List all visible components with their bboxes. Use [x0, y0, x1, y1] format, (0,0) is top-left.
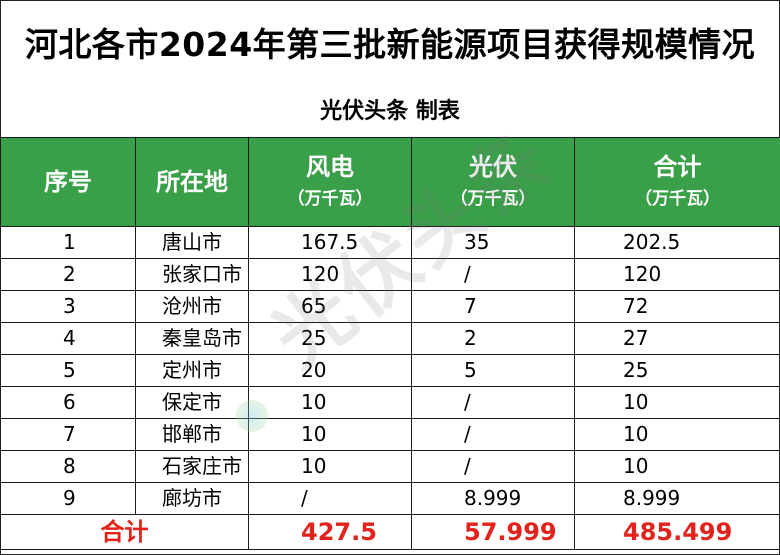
cell-total: 202.5: [574, 226, 780, 259]
cell-city: 定州市: [135, 354, 249, 387]
cell-city: 邯郸市: [135, 418, 249, 451]
cell-city: 保定市: [135, 386, 249, 419]
header-wind-label: 风电: [306, 153, 354, 181]
table-header-row: 序号 所在地 风电 （万千瓦） 光伏 （万千瓦） 合计 （万千瓦）: [0, 137, 780, 227]
cell-wind: 10: [248, 450, 412, 483]
cell-city: 张家口市: [135, 258, 249, 291]
cell-solar: 35: [411, 226, 575, 259]
cell-wind: 120: [248, 258, 412, 291]
header-total-label: 合计: [653, 153, 702, 181]
cell-index: 4: [0, 322, 136, 355]
cell-wind: 20: [248, 354, 412, 387]
cell-wind: /: [248, 482, 412, 515]
cell-city: 唐山市: [135, 226, 249, 259]
table-row: 6 保定市 10 / 10: [0, 386, 780, 419]
table-row: 2 张家口市 120 / 120: [0, 258, 780, 291]
header-location: 所在地: [135, 137, 249, 227]
header-index: 序号: [0, 137, 136, 227]
totals-row: 合计 427.5 57.999 485.499: [0, 514, 780, 550]
cell-wind: 65: [248, 290, 412, 323]
cell-solar: 5: [411, 354, 575, 387]
cell-index: 1: [0, 226, 136, 259]
table-row: 1 唐山市 167.5 35 202.5: [0, 226, 780, 259]
header-index-label: 序号: [44, 168, 92, 196]
header-wind-unit: （万千瓦）: [287, 189, 373, 209]
header-total: 合计 （万千瓦）: [574, 137, 780, 227]
cell-wind: 25: [248, 322, 412, 355]
cell-city: 廊坊市: [135, 482, 249, 515]
cell-index: 9: [0, 482, 136, 515]
cell-city: 沧州市: [135, 290, 249, 323]
cell-wind: 10: [248, 418, 412, 451]
cell-index: 7: [0, 418, 136, 451]
cell-solar: /: [411, 386, 575, 419]
cell-city: 秦皇岛市: [135, 322, 249, 355]
data-table: 序号 所在地 风电 （万千瓦） 光伏 （万千瓦） 合计 （万千瓦） 1 唐山市 …: [0, 137, 780, 550]
cell-total: 8.999: [574, 482, 780, 515]
cell-index: 5: [0, 354, 136, 387]
totals-label: 合计: [0, 514, 249, 550]
cell-index: 6: [0, 386, 136, 419]
cell-solar: /: [411, 450, 575, 483]
cell-city: 石家庄市: [135, 450, 249, 483]
header-solar-unit: （万千瓦）: [450, 189, 536, 209]
cell-total: 10: [574, 450, 780, 483]
table-row: 5 定州市 20 5 25: [0, 354, 780, 387]
cell-total: 10: [574, 418, 780, 451]
header-wind: 风电 （万千瓦）: [248, 137, 412, 227]
page-title: 河北各市2024年第三批新能源项目获得规模情况: [24, 25, 756, 64]
cell-index: 3: [0, 290, 136, 323]
header-solar: 光伏 （万千瓦）: [411, 137, 575, 227]
cell-total: 10: [574, 386, 780, 419]
cell-total: 120: [574, 258, 780, 291]
cell-index: 2: [0, 258, 136, 291]
cell-solar: 7: [411, 290, 575, 323]
page-subtitle: 光伏头条 制表: [320, 99, 460, 124]
header-location-label: 所在地: [156, 168, 228, 196]
header-total-unit: （万千瓦）: [635, 189, 720, 209]
cell-solar: 8.999: [411, 482, 575, 515]
table-row: 9 廊坊市 / 8.999 8.999: [0, 482, 780, 515]
cell-solar: 2: [411, 322, 575, 355]
cell-index: 8: [0, 450, 136, 483]
cell-total: 72: [574, 290, 780, 323]
cell-wind: 10: [248, 386, 412, 419]
cell-total: 25: [574, 354, 780, 387]
totals-solar: 57.999: [411, 514, 575, 550]
table-row: 3 沧州市 65 7 72: [0, 290, 780, 323]
cell-wind: 167.5: [248, 226, 412, 259]
cell-solar: /: [411, 258, 575, 291]
table-row: 4 秦皇岛市 25 2 27: [0, 322, 780, 355]
table-row: 7 邯郸市 10 / 10: [0, 418, 780, 451]
cell-solar: /: [411, 418, 575, 451]
totals-total: 485.499: [574, 514, 780, 550]
header-solar-label: 光伏: [469, 153, 517, 181]
table-row: 8 石家庄市 10 / 10: [0, 450, 780, 483]
cell-total: 27: [574, 322, 780, 355]
totals-wind: 427.5: [248, 514, 412, 550]
